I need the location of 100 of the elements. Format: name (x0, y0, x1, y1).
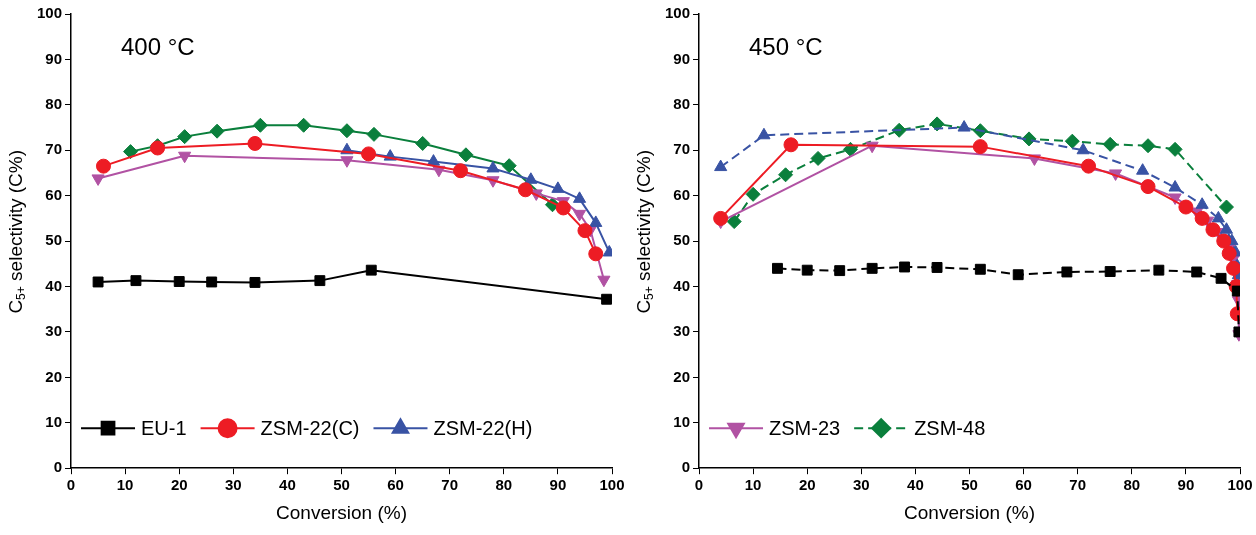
y-tick-label: 20 (673, 367, 691, 385)
point (1012, 269, 1024, 281)
point (1061, 266, 1073, 278)
point (501, 158, 517, 174)
x-tick-label: 30 (852, 476, 870, 494)
point (453, 163, 469, 179)
y-tick-label: 80 (673, 94, 691, 112)
x-axis-title: Conversion (%) (276, 501, 407, 523)
point (249, 276, 261, 288)
point (601, 293, 612, 305)
point (577, 223, 593, 239)
x-tick-label: 50 (333, 476, 350, 494)
point (834, 265, 846, 277)
point (252, 117, 268, 133)
point (745, 186, 761, 202)
x-tick-label: 80 (495, 476, 513, 494)
y-tick-label: 40 (673, 276, 691, 294)
point (1102, 136, 1118, 152)
y-tick-label: 90 (45, 49, 63, 67)
x-tick-label: 50 (961, 476, 978, 494)
point (1226, 260, 1240, 276)
point (340, 156, 354, 168)
x-tick-label: 90 (1177, 476, 1195, 494)
point (458, 147, 474, 163)
point (714, 159, 728, 172)
point (931, 261, 943, 273)
point (588, 246, 604, 262)
point (92, 276, 104, 288)
point (974, 263, 986, 275)
point (1064, 133, 1080, 149)
point (1215, 272, 1227, 284)
x-tick-label: 100 (1227, 476, 1253, 494)
x-tick-label: 40 (907, 476, 924, 494)
point (866, 262, 878, 274)
point (1140, 179, 1156, 195)
point (206, 276, 218, 288)
point (361, 146, 377, 162)
point (597, 275, 611, 288)
point (1153, 264, 1165, 276)
point (314, 275, 326, 287)
point (1140, 138, 1156, 154)
point (1104, 266, 1116, 277)
point (1168, 180, 1182, 192)
point (778, 167, 794, 183)
point (1195, 197, 1209, 209)
y-tick-label: 20 (45, 367, 63, 385)
y-tick-label: 40 (45, 276, 63, 294)
point (1191, 266, 1203, 278)
y-tick-label: 100 (665, 4, 691, 22)
point (899, 261, 911, 273)
point (757, 127, 771, 140)
y-tick-label: 60 (45, 185, 63, 203)
x-tick-label: 80 (1123, 476, 1141, 494)
x-tick-label: 60 (1015, 476, 1032, 494)
point (972, 139, 988, 155)
y-tick-label: 50 (45, 231, 63, 249)
legend-label: ZSM-23 (769, 416, 841, 439)
annotation: 450 °C (749, 32, 823, 60)
x-tick-label: 100 (599, 476, 625, 494)
y-tick-label: 0 (53, 458, 63, 476)
y-tick-label: 70 (673, 140, 691, 158)
point (130, 275, 142, 287)
point (247, 135, 263, 151)
point (957, 120, 971, 132)
point (726, 214, 742, 230)
x-tick-label: 10 (116, 476, 134, 494)
legend-label: EU-1 (141, 416, 187, 439)
x-tick-label: 20 (170, 476, 188, 494)
point (366, 126, 382, 142)
legend-label: ZSM-48 (914, 416, 986, 439)
legend-label: ZSM-22(C) (260, 416, 360, 439)
x-tick-label: 70 (1069, 476, 1087, 494)
point (1136, 163, 1150, 175)
point (1167, 141, 1183, 157)
point (178, 151, 192, 164)
point (1205, 222, 1221, 238)
point (1211, 210, 1225, 223)
y-tick-label: 30 (673, 322, 691, 340)
y-tick-label: 30 (45, 322, 63, 340)
point (1076, 142, 1090, 155)
x-tick-label: 40 (279, 476, 296, 494)
point (1178, 199, 1194, 215)
x-tick-label: 10 (744, 476, 762, 494)
point (810, 150, 826, 166)
point (555, 200, 571, 216)
point (1219, 222, 1234, 234)
x-tick-label: 60 (387, 476, 404, 494)
x-tick-label: 30 (224, 476, 242, 494)
y-tick-label: 100 (37, 4, 63, 22)
point (572, 209, 587, 222)
point (783, 137, 799, 153)
legend-label: ZSM-22(H) (433, 416, 533, 439)
x-tick-label: 90 (549, 476, 567, 494)
point (929, 116, 945, 132)
point (123, 144, 139, 160)
y-tick-label: 10 (673, 412, 691, 430)
x-tick-label: 70 (441, 476, 459, 494)
annotation: 400 °C (121, 32, 195, 60)
point (296, 117, 312, 133)
point (1218, 199, 1234, 215)
